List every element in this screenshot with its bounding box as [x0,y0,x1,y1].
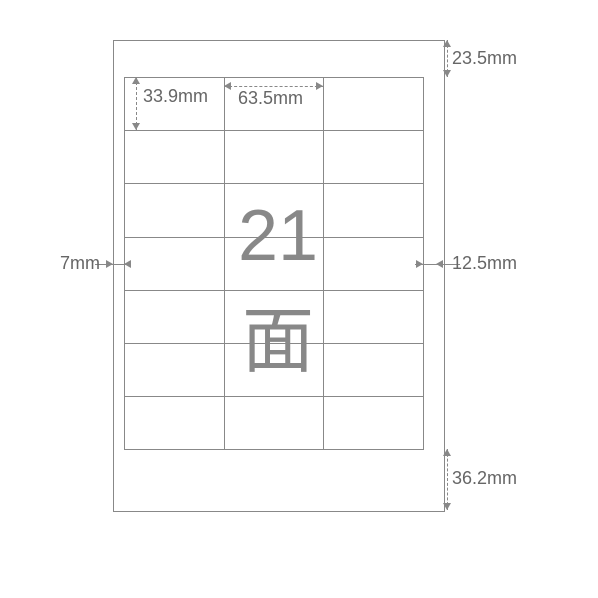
dim-bottom-margin: 36.2mm [452,468,517,489]
arrow-up-icon [443,40,451,47]
label-cell [224,130,324,183]
label-cell [124,290,224,343]
arrow-down-icon [443,70,451,77]
label-cell [124,343,224,396]
label-cell [323,343,423,396]
label-cell [124,183,224,236]
label-cell [224,396,324,449]
label-cell [124,237,224,290]
arrow-down-icon [132,123,140,130]
label-cell [124,396,224,449]
dim-right-margin: 12.5mm [452,253,517,274]
label-cell [124,130,224,183]
label-cell [323,77,423,130]
arrow-right-icon [416,260,423,268]
diagram-canvas: 21 面 23.5mm 33.9mm 63.5mm 7mm 12.5mm 36.… [0,0,598,598]
label-cell [323,183,423,236]
label-count-number: 21 [236,200,320,272]
label-count-unit: 面 [236,306,320,378]
arrow-right-icon [106,260,113,268]
arrow-right-icon [316,82,323,90]
dim-cell-width: 63.5mm [238,88,303,109]
arrow-left-icon [124,260,131,268]
dim-line-bottom-margin [447,449,448,510]
arrow-up-icon [443,449,451,456]
dim-left-margin: 7mm [60,253,100,274]
dim-cell-height: 33.9mm [143,86,208,107]
arrow-up-icon [132,77,140,84]
label-cell [323,396,423,449]
label-cell [323,130,423,183]
arrow-left-icon [436,260,443,268]
dim-top-margin: 23.5mm [452,48,517,69]
arrow-down-icon [443,503,451,510]
arrow-left-icon [224,82,231,90]
dim-line-cell-width [224,86,324,87]
label-cell [323,237,423,290]
label-cell [323,290,423,343]
